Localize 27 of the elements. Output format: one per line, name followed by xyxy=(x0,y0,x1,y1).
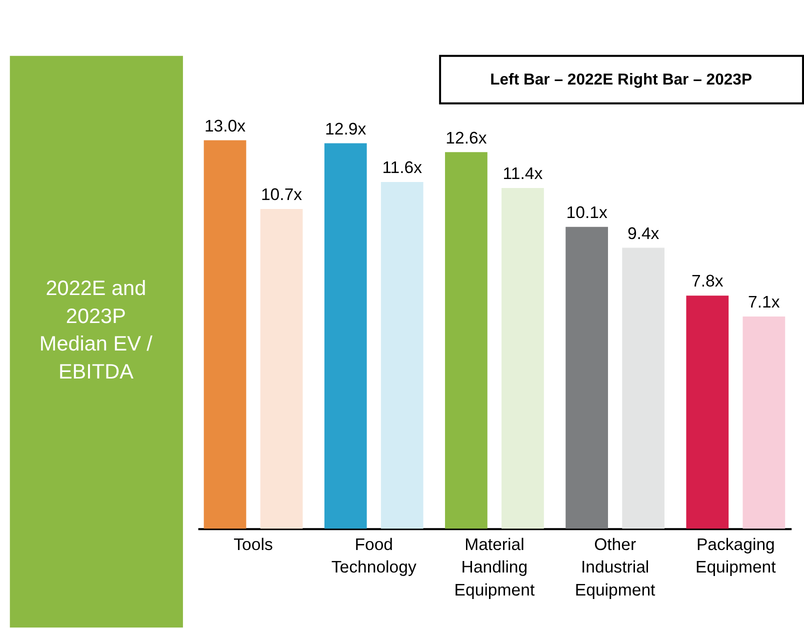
data-label: 13.0x xyxy=(204,116,246,136)
bar xyxy=(502,188,544,529)
bar xyxy=(445,152,488,529)
data-label: 10.1x xyxy=(566,202,608,222)
data-label: 11.6x xyxy=(382,158,423,178)
bar xyxy=(324,143,367,529)
text: Left Bar – 2022E Right Bar – 2023P xyxy=(490,72,752,89)
x-tick-label: Packaging Equipment xyxy=(696,534,776,577)
data-label: 10.7x xyxy=(260,185,303,204)
data-label: 7.1x xyxy=(748,292,780,312)
bar xyxy=(742,316,786,529)
data-label: 12.6x xyxy=(446,128,488,148)
data-label: 7.8x xyxy=(692,272,724,291)
bar xyxy=(380,182,424,529)
text: 2022E and 2023P Median EV / EBITDA xyxy=(39,277,153,384)
bar xyxy=(204,140,246,529)
bar xyxy=(686,296,729,529)
x-tick-label: Other Industrial Equipment xyxy=(574,534,656,600)
x-tick-label: Tools xyxy=(234,534,273,554)
x-tick-label: Material Handling Equipment xyxy=(454,534,535,600)
data-label: 9.4x xyxy=(627,224,660,243)
bar xyxy=(566,226,608,529)
x-tick-label: Food Technology xyxy=(331,534,417,577)
data-label: 11.4x xyxy=(502,164,544,184)
bar xyxy=(622,248,665,529)
data-label: 12.9x xyxy=(325,119,367,138)
bar xyxy=(260,208,303,529)
